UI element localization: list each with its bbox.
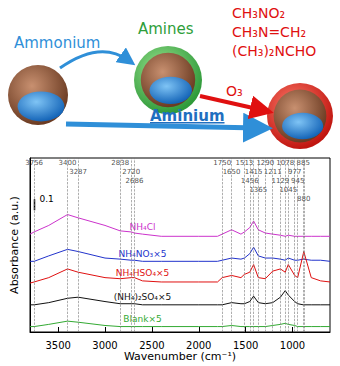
svg-text:2720: 2720 — [122, 168, 141, 177]
svg-text:880: 880 — [297, 195, 311, 204]
svg-text:Amines: Amines — [138, 20, 194, 38]
svg-text:(CH₃)₂NCHO: (CH₃)₂NCHO — [232, 43, 316, 59]
svg-text:2500: 2500 — [139, 340, 164, 351]
svg-text:1365: 1365 — [249, 186, 268, 195]
svg-text:977: 977 — [288, 168, 302, 177]
svg-text:2838: 2838 — [111, 159, 129, 167]
svg-text:3756: 3756 — [25, 159, 43, 168]
svg-text:NH₄Cl: NH₄Cl — [130, 222, 156, 232]
svg-text:3500: 3500 — [45, 340, 70, 351]
svg-text:1650: 1650 — [222, 168, 241, 177]
svg-text:3287: 3287 — [69, 168, 87, 176]
svg-text:3000: 3000 — [92, 340, 117, 351]
svg-text:1415: 1415 — [244, 168, 263, 177]
svg-text:1456: 1456 — [241, 177, 259, 185]
svg-text:885: 885 — [296, 159, 310, 168]
svg-text:Absorbance (a.u.): Absorbance (a.u.) — [8, 196, 21, 294]
svg-text:CH₃N=CH₂: CH₃N=CH₂ — [232, 24, 306, 40]
svg-text:1290: 1290 — [256, 159, 275, 168]
svg-text:1129: 1129 — [271, 177, 290, 186]
svg-text:CH₃NO₂: CH₃NO₂ — [232, 5, 285, 21]
svg-text:1500: 1500 — [233, 340, 258, 351]
svg-text:3400: 3400 — [58, 159, 77, 168]
svg-text:1211: 1211 — [263, 168, 282, 177]
svg-text:Wavenumber (cm⁻¹): Wavenumber (cm⁻¹) — [124, 350, 236, 363]
svg-text:2000: 2000 — [186, 340, 211, 351]
svg-text:2686: 2686 — [125, 177, 144, 186]
svg-text:Aminium: Aminium — [150, 107, 225, 125]
svg-text:1078: 1078 — [276, 159, 294, 167]
svg-text:O₃: O₃ — [226, 83, 243, 99]
svg-text:945: 945 — [291, 177, 305, 186]
svg-text:Blank×5: Blank×5 — [123, 314, 161, 324]
svg-text:Ammonium: Ammonium — [14, 34, 100, 52]
svg-text:1000: 1000 — [280, 340, 305, 351]
svg-text:NH₄NO₃×5: NH₄NO₃×5 — [119, 249, 167, 259]
svg-text:0.1: 0.1 — [40, 194, 54, 204]
svg-text:NH₄HSO₄×5: NH₄HSO₄×5 — [116, 268, 170, 278]
svg-text:1750: 1750 — [213, 159, 231, 167]
svg-text:(NH₄)₂SO₄×5: (NH₄)₂SO₄×5 — [114, 292, 171, 302]
